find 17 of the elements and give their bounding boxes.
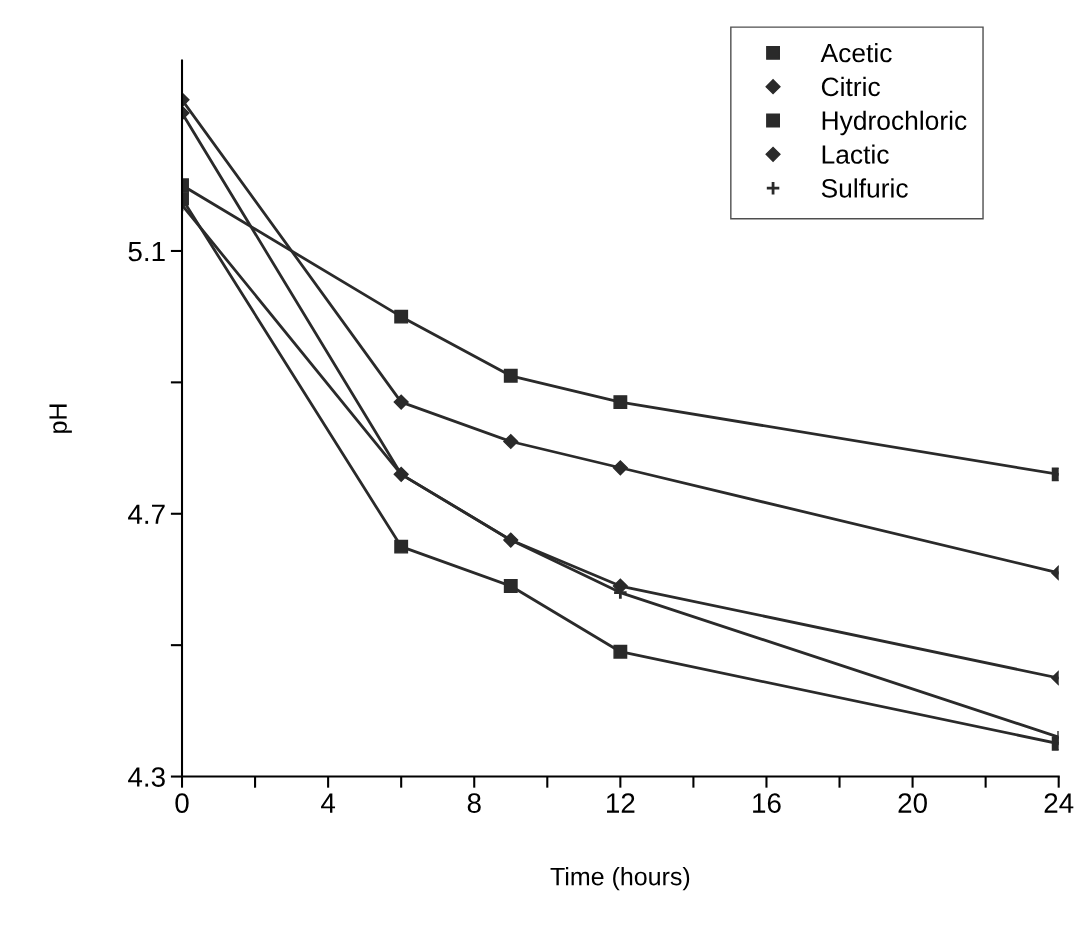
x-tick-label: 20 [898, 793, 927, 813]
x-axis-title: Time (hours) [550, 867, 690, 891]
legend-label: Citric [821, 76, 880, 97]
y-tick-label: 4.3 [128, 767, 165, 787]
y-axis-title: pH [49, 404, 72, 433]
x-tick-label: 4 [321, 793, 336, 813]
x-tick-label: 16 [753, 793, 781, 813]
legend-label: Acetic [820, 42, 892, 63]
x-tick-label: 8 [467, 793, 481, 813]
legend-label: Hydrochloric [822, 110, 967, 136]
legend-label: Lactic [822, 144, 889, 164]
y-tick-label: 4.7 [128, 504, 165, 524]
x-tick-label: 0 [175, 793, 189, 813]
x-tick-label: 24 [1044, 793, 1074, 813]
legend-label: Sulfuric [821, 178, 908, 198]
x-tick-label: 12 [607, 793, 635, 813]
y-tick-label: 5.1 [128, 241, 165, 262]
